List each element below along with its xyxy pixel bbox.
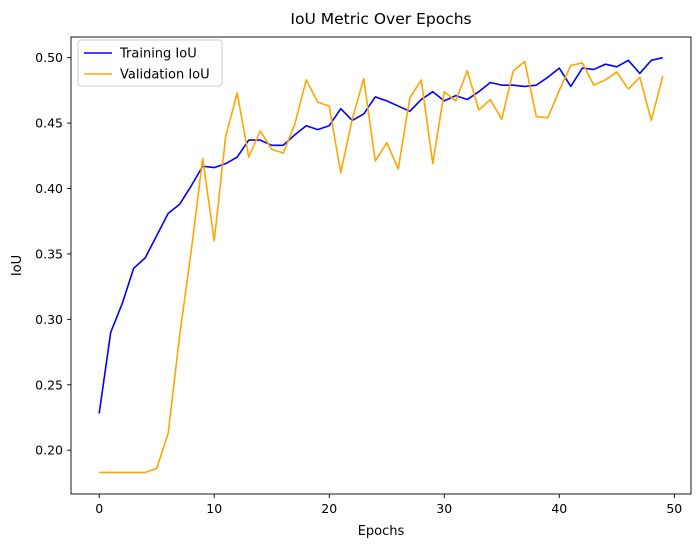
legend: Training IoU Validation IoU: [77, 39, 223, 87]
legend-label: Training IoU: [119, 47, 197, 62]
y-tick-label: 0.50: [35, 50, 63, 65]
axes: 0 10 20 30 40 50 0.20 0.25 0.30 0.35 0.40 0.45 0.50: [35, 36, 692, 516]
y-tick-label: 0.25: [35, 377, 63, 392]
legend-box: [77, 39, 223, 87]
y-tick-label: 0.30: [35, 312, 63, 327]
series-line-training-iou: [98, 56, 663, 414]
y-axis-title: IoU: [10, 255, 25, 276]
x-axis-title: Epochs: [358, 524, 405, 539]
plot-area: [98, 56, 664, 474]
y-tick-label: 0.45: [35, 116, 63, 131]
x-tick-label: 50: [666, 501, 682, 516]
x-tick-label: 30: [436, 501, 452, 516]
y-tick-label: 0.40: [35, 181, 63, 196]
x-tick-label: 10: [206, 501, 222, 516]
y-tick-label: 0.20: [35, 443, 63, 458]
axes-frame: [70, 36, 692, 495]
x-tick-label: 40: [551, 501, 567, 516]
legend-label: Validation IoU: [120, 68, 210, 83]
chart-title: IoU Metric Over Epochs: [290, 10, 471, 28]
series-line-validation-iou: [99, 60, 664, 474]
y-tick-label: 0.35: [35, 246, 63, 261]
x-tick-label: 20: [321, 501, 337, 516]
x-tick-label: 0: [95, 501, 103, 516]
